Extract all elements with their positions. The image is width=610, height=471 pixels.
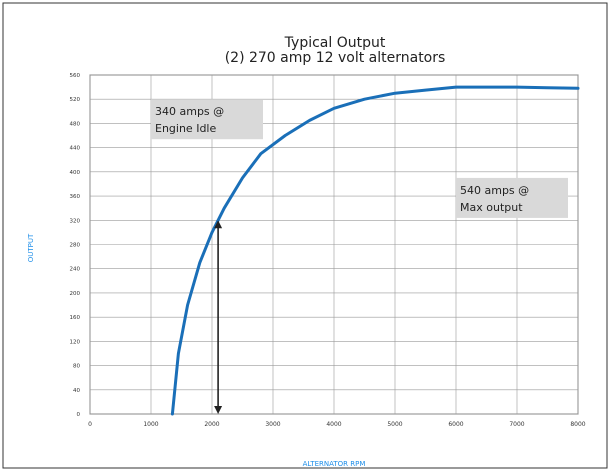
y-tick-label: 480 (70, 121, 81, 127)
series-group (170, 85, 580, 416)
y-axis-ticks: 0 40 80 120 160 200 240 280 320 360 400 440 480 520 56… (70, 73, 81, 418)
y-tick-label: 560 (70, 73, 81, 79)
annotation-text: 540 amps @ (460, 184, 529, 197)
x-tick-label: 1000 (143, 421, 158, 428)
y-tick-label: 520 (70, 97, 81, 103)
series-line (170, 85, 580, 416)
annotation-box (151, 99, 263, 140)
x-tick-label: 3000 (265, 421, 280, 428)
chart-title: Typical Output (284, 35, 386, 51)
x-axis-label: ALTERNATOR RPM (303, 460, 366, 468)
y-tick-label: 120 (70, 339, 81, 345)
x-tick-label: 7000 (509, 421, 524, 428)
y-tick-label: 80 (73, 364, 80, 370)
x-tick-label: 6000 (448, 421, 463, 428)
y-tick-label: 280 (70, 243, 81, 249)
x-tick-label: 4000 (326, 421, 341, 428)
x-axis-ticks: 0 1000 2000 3000 4000 5000 6000 7000 8000 (88, 421, 586, 428)
y-tick-label: 360 (70, 194, 81, 200)
annotation-text: Max output (460, 201, 523, 214)
annotation-box (456, 177, 568, 218)
arrow-head-down (214, 406, 223, 414)
x-tick-label: 5000 (387, 421, 402, 428)
y-tick-label: 0 (77, 412, 81, 418)
annotation-text: Engine Idle (155, 122, 216, 135)
y-axis-label: OUTPUT (27, 233, 35, 262)
annotations: 340 amps @ Engine Idle 540 amps @ Max outpu… (151, 99, 568, 218)
x-tick-label: 8000 (570, 421, 585, 428)
y-tick-label: 240 (70, 267, 81, 273)
arrow-head-up (214, 220, 223, 229)
x-tick-label: 0 (88, 421, 92, 428)
y-tick-label: 440 (70, 146, 81, 152)
idle-arrow (214, 220, 223, 414)
x-tick-label: 2000 (204, 421, 219, 428)
y-tick-label: 320 (70, 218, 81, 224)
y-tick-label: 40 (73, 388, 80, 394)
y-tick-label: 200 (70, 291, 81, 297)
annotation-text: 340 amps @ (155, 105, 224, 118)
y-tick-label: 160 (70, 315, 81, 321)
y-tick-label: 400 (70, 170, 81, 176)
chart-subtitle: (2) 270 amp 12 volt alternators (225, 50, 446, 66)
